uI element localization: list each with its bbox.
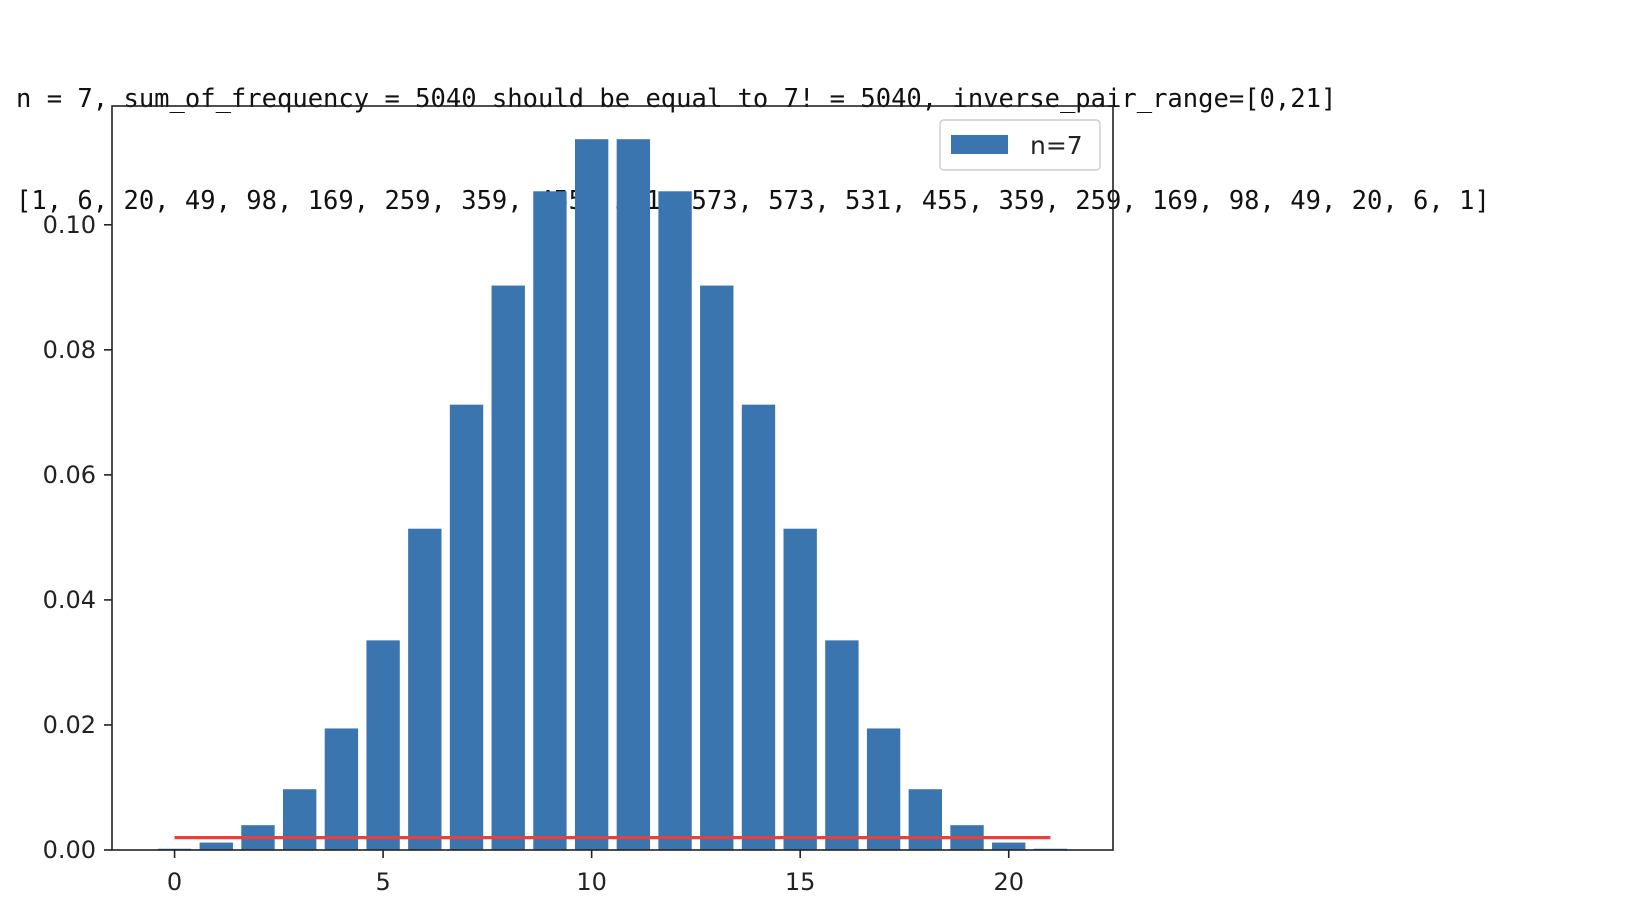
- bar-6: [408, 528, 442, 850]
- y-tick-label-0.04: 0.04: [43, 586, 96, 614]
- legend-label: n=7: [1030, 131, 1083, 160]
- bar-7: [449, 404, 484, 850]
- bar-17: [866, 728, 901, 850]
- bar-3: [283, 789, 317, 850]
- bars-layer: [157, 139, 1068, 850]
- bar-1: [199, 842, 233, 850]
- bar-13: [700, 285, 734, 850]
- legend-box: [939, 119, 1101, 171]
- bar-10: [574, 139, 609, 850]
- x-tick-label-15: 15: [785, 868, 816, 896]
- bar-15: [783, 528, 817, 850]
- console-summary-line: n = 7, sum_of_frequency = 5040 should be…: [16, 84, 1337, 114]
- bar-8: [491, 285, 525, 850]
- x-tick-label-10: 10: [576, 868, 607, 896]
- y-axis: 0.00 0.02 0.04 0.06 0.08 0.10: [43, 211, 112, 864]
- y-tick-label-0.10: 0.10: [43, 211, 96, 239]
- bar-9: [533, 191, 567, 850]
- bar-11: [616, 139, 651, 850]
- y-tick-label-0.00: 0.00: [43, 836, 96, 864]
- legend: n=7: [939, 119, 1101, 171]
- x-tick-label-5: 5: [375, 868, 390, 896]
- console-output: n = 7, sum_of_frequency = 5040 should be…: [16, 14, 1490, 252]
- y-tick-label-0.02: 0.02: [43, 711, 96, 739]
- bar-16: [825, 640, 859, 850]
- x-tick-label-0: 0: [167, 868, 182, 896]
- x-axis: 0 5 10 15 20: [167, 850, 1024, 896]
- y-tick-label-0.06: 0.06: [43, 461, 96, 489]
- bar-12: [658, 191, 692, 850]
- bar-4: [324, 728, 359, 850]
- y-tick-label-0.08: 0.08: [43, 336, 96, 364]
- legend-swatch: [951, 135, 1008, 154]
- bar-20: [992, 842, 1026, 850]
- plot-frame: [111, 105, 1114, 851]
- bar-18: [908, 789, 942, 850]
- x-tick-label-20: 20: [993, 868, 1024, 896]
- console-frequency-list: [1, 6, 20, 49, 98, 169, 259, 359, 455, 5…: [16, 186, 1490, 216]
- bar-5: [366, 640, 400, 850]
- bar-14: [741, 404, 776, 850]
